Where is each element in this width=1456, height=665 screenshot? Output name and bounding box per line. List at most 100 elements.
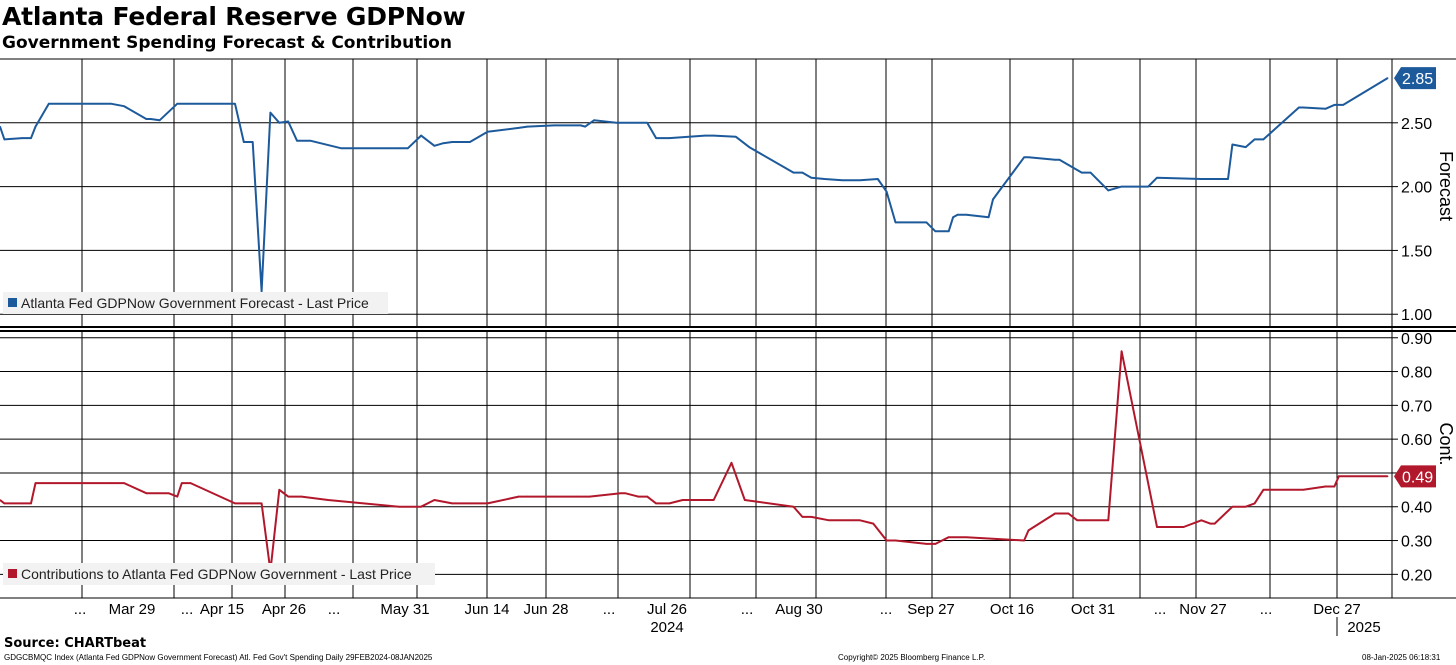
- forecast-data-point: [992, 198, 994, 201]
- forecast-data-point: [823, 178, 826, 180]
- forecast-data-point: [934, 230, 937, 233]
- contribution-data-point: [575, 495, 578, 498]
- contribution-data-point: [1338, 475, 1340, 478]
- x-tick-label: Jun 28: [523, 601, 568, 618]
- contribution-legend-swatch: [8, 569, 17, 578]
- contribution-data-point: [1023, 539, 1025, 542]
- forecast-data-point: [251, 141, 254, 143]
- x-year-label: 2024: [650, 619, 683, 636]
- forecast-data-point: [925, 221, 928, 224]
- forecast-data-point: [420, 134, 422, 137]
- contribution-data-point: [1346, 475, 1349, 478]
- contribution-data-point: [526, 495, 529, 498]
- forecast-data-point: [1244, 146, 1247, 148]
- forecast-data-point: [894, 221, 897, 224]
- forecast-data-point: [859, 179, 861, 181]
- x-tick-label: Mar 29: [109, 601, 156, 618]
- contribution-data-point: [251, 502, 254, 505]
- forecast-data-point: [965, 213, 968, 216]
- x-tick-label: Nov 27: [1179, 601, 1227, 618]
- x-tick-label: Aug 30: [775, 601, 823, 618]
- forecast-data-point: [1342, 104, 1344, 106]
- x-tick-label: ...: [603, 601, 616, 618]
- forecast-data-point: [801, 171, 804, 174]
- contribution-data-point: [110, 482, 112, 484]
- forecast-data-point: [1080, 171, 1083, 174]
- forecast-data-point: [269, 111, 272, 114]
- x-tick-label: May 31: [380, 601, 429, 618]
- contribution-data-point: [278, 489, 281, 491]
- contribution-y-tick-label: 0.40: [1401, 500, 1432, 517]
- contribution-data-point: [730, 462, 733, 464]
- contribution-data-point: [398, 505, 400, 508]
- forecast-data-point: [1089, 171, 1092, 174]
- forecast-data-point: [668, 137, 671, 139]
- forecast-data-point: [1253, 138, 1256, 141]
- contribution-data-point: [668, 502, 671, 505]
- contribution-series-line: [0, 350, 1388, 572]
- footer-timestamp: 08-Jan-2025 06:18:31: [1362, 653, 1441, 662]
- contribution-data-point: [801, 516, 804, 518]
- forecast-data-point: [1324, 108, 1327, 110]
- contribution-data-point: [1298, 489, 1300, 491]
- contribution-data-point: [872, 522, 875, 525]
- contribution-data-point: [1120, 350, 1123, 353]
- forecast-data-point: [451, 141, 454, 143]
- forecast-data-point: [278, 122, 281, 124]
- forecast-data-point: [1333, 104, 1336, 106]
- contribution-data-point: [841, 519, 844, 522]
- contribution-data-point: [1054, 512, 1056, 515]
- contribution-data-point: [828, 519, 830, 522]
- forecast-data-point: [176, 102, 179, 105]
- forecast-data-point: [149, 118, 152, 120]
- contribution-last-value-label: 0.49: [1402, 469, 1433, 486]
- x-tick-label: ...: [74, 601, 87, 618]
- contribution-data-point: [181, 482, 183, 484]
- footer-ticker: GDGCBMQC Index (Atlanta Fed GDPNow Gover…: [4, 653, 433, 662]
- footer-copyright: Copyright© 2025 Bloomberg Finance L.P.: [838, 653, 986, 662]
- forecast-data-point: [956, 213, 959, 216]
- forecast-data-point: [1298, 106, 1300, 109]
- contribution-y-tick-label: 0.70: [1401, 398, 1432, 415]
- forecast-data-point: [0, 125, 1, 128]
- contribution-data-point: [123, 482, 125, 484]
- contribution-data-point: [176, 495, 179, 498]
- contribution-data-point: [1262, 489, 1265, 491]
- forecast-data-point: [340, 147, 343, 150]
- forecast-data-point: [704, 134, 706, 137]
- forecast-data-point: [1107, 189, 1110, 192]
- forecast-data-point: [234, 102, 236, 105]
- x-tick-label: Oct 16: [990, 601, 1034, 618]
- contribution-data-point: [1027, 529, 1030, 532]
- contribution-data-point: [619, 492, 622, 495]
- forecast-data-point: [735, 136, 737, 138]
- contribution-y-tick-label: 0.90: [1401, 331, 1432, 348]
- x-tick-label: Apr 15: [200, 601, 244, 618]
- contribution-data-point: [956, 536, 959, 538]
- contribution-data-point: [469, 502, 471, 505]
- contribution-data-point: [167, 492, 170, 495]
- contribution-data-point: [681, 499, 684, 501]
- forecast-data-point: [885, 190, 888, 193]
- contribution-data-point: [1333, 485, 1336, 488]
- contribution-data-point: [300, 495, 303, 498]
- forecast-data-point: [810, 176, 813, 179]
- contribution-data-point: [234, 502, 236, 505]
- contribution-data-point: [407, 505, 409, 508]
- contribution-data-point: [0, 499, 1, 501]
- forecast-legend-swatch: [8, 298, 17, 307]
- contribution-data-point: [1231, 505, 1234, 508]
- x-tick-label: Jul 26: [647, 601, 687, 618]
- contribution-data-point: [517, 495, 520, 498]
- forecast-data-point: [1054, 159, 1056, 161]
- contribution-data-point: [553, 495, 555, 498]
- contribution-data-point: [1386, 475, 1389, 478]
- contribution-data-point: [327, 499, 329, 501]
- forecast-data-point: [584, 125, 586, 128]
- contribution-data-point: [1182, 526, 1185, 528]
- forecast-data-point: [1120, 185, 1123, 188]
- forecast-data-point: [123, 105, 125, 107]
- contribution-data-point: [287, 495, 290, 498]
- contribution-data-point: [894, 539, 897, 542]
- forecast-data-point: [1058, 159, 1061, 161]
